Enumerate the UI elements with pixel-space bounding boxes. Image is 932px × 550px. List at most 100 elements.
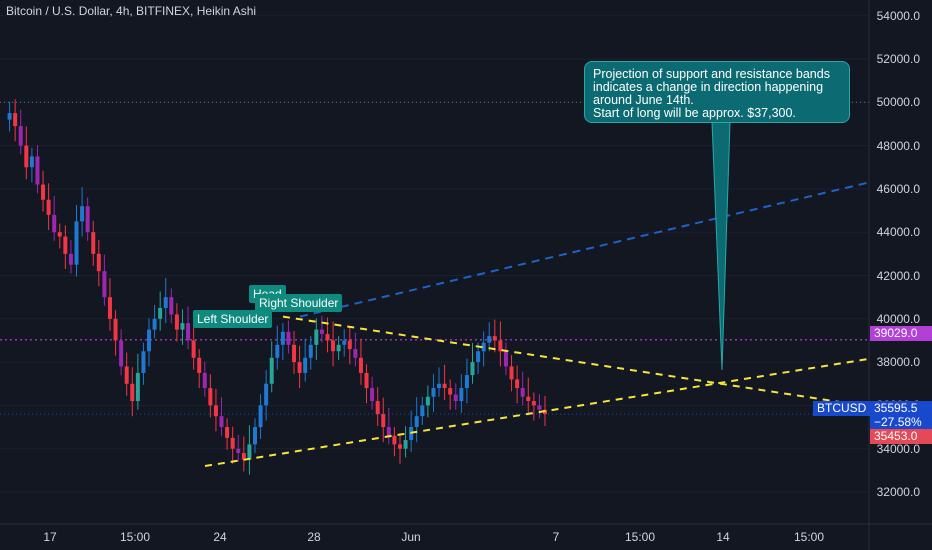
low-price-tag: 35453.0 xyxy=(870,429,932,444)
price-tick-label: 50000.0 xyxy=(876,95,920,110)
candle-body xyxy=(425,396,430,406)
candle-body xyxy=(414,416,419,428)
candle-body xyxy=(247,444,252,460)
candle-body xyxy=(68,253,73,265)
candle-body xyxy=(269,357,274,384)
candle-body xyxy=(370,388,375,402)
candle-body xyxy=(119,340,124,367)
price-tick-label: 34000.0 xyxy=(876,441,920,456)
candle-body xyxy=(74,221,79,265)
projection-callout: Projection of support and resistance ban… xyxy=(584,61,850,123)
candle-body xyxy=(448,388,453,395)
candle-body xyxy=(286,331,291,345)
time-tick-label: 14 xyxy=(716,530,730,544)
price-tick-label: 44000.0 xyxy=(876,225,920,240)
candle-body xyxy=(130,383,135,402)
resistance-line xyxy=(282,315,870,408)
price-tick-label: 40000.0 xyxy=(876,311,920,326)
candle-body xyxy=(364,372,369,389)
price-tick-label: 46000.0 xyxy=(876,181,920,196)
candle-body xyxy=(375,401,380,415)
horizontal-levels xyxy=(0,101,869,415)
right-shoulder-label: Right Shoulder xyxy=(255,294,343,312)
candle-body xyxy=(386,427,391,436)
candle-body xyxy=(158,307,163,319)
candle-body xyxy=(258,405,263,428)
change-tag: −27.58% xyxy=(870,415,932,430)
level-price-tag: 39029.0 xyxy=(870,326,932,341)
last-price-tag: 35595.5 xyxy=(870,401,932,416)
candle-body xyxy=(403,440,408,449)
candle-body xyxy=(470,362,475,376)
candle-body xyxy=(297,362,302,373)
price-tick-label: 54000.0 xyxy=(876,8,920,23)
candle-body xyxy=(225,427,230,438)
price-tick-label: 52000.0 xyxy=(876,52,920,66)
trend-lines xyxy=(204,181,870,468)
candle-body xyxy=(29,156,34,168)
candle-body xyxy=(252,427,257,445)
support-line xyxy=(204,357,870,468)
candle-body xyxy=(431,388,436,397)
projection-line xyxy=(299,181,870,318)
candle-body xyxy=(392,435,397,445)
candle-body xyxy=(264,383,269,406)
candle-body xyxy=(353,349,358,358)
candle-body xyxy=(526,396,531,402)
candle-body xyxy=(208,388,213,406)
candle-body xyxy=(476,351,481,363)
candle-body xyxy=(275,344,280,358)
time-tick-label: 24 xyxy=(213,530,227,544)
candle-body xyxy=(35,156,40,185)
symbol-tag: BTCUSD xyxy=(813,401,871,416)
candle-body xyxy=(96,253,101,272)
price-tick-label: 48000.0 xyxy=(876,138,920,153)
candle-body xyxy=(515,379,520,389)
candle-body xyxy=(531,401,536,406)
candle-body xyxy=(487,336,492,343)
candle-body xyxy=(319,329,324,334)
price-tick-label: 42000.0 xyxy=(876,268,920,283)
candle-body xyxy=(503,351,508,367)
candles xyxy=(7,99,547,475)
candle-body xyxy=(135,372,140,402)
candle-body xyxy=(52,214,57,233)
candle-body xyxy=(169,297,174,315)
candle-body xyxy=(347,340,352,350)
price-tick-label: 32000.0 xyxy=(876,485,920,499)
candle-body xyxy=(292,344,297,363)
candle-body xyxy=(197,357,202,373)
candle-body xyxy=(41,184,46,200)
left-shoulder-label: Left Shoulder xyxy=(193,310,273,328)
candle-body xyxy=(336,344,341,352)
candle-body xyxy=(481,342,486,352)
candle-body xyxy=(303,357,308,373)
candle-body xyxy=(18,126,23,146)
candle-body xyxy=(63,236,68,254)
chart-title: Bitcoin / U.S. Dollar, 4h, BITFINEX, Hei… xyxy=(6,4,257,18)
candle-body xyxy=(325,333,330,341)
candle-body xyxy=(13,113,18,127)
candle-body xyxy=(453,394,458,402)
candle-body xyxy=(241,453,246,460)
candle-body xyxy=(174,314,179,330)
callout-pointer xyxy=(711,121,731,371)
candle-body xyxy=(113,318,118,341)
candle-body xyxy=(520,388,525,397)
candle-body xyxy=(509,366,514,380)
candle-body xyxy=(85,206,90,233)
candle-body xyxy=(420,405,425,417)
time-tick-label: 17 xyxy=(43,530,57,544)
time-tick-label: 7 xyxy=(552,530,560,544)
candle-body xyxy=(442,383,447,389)
callout-line-3: around June 14th. xyxy=(593,93,694,107)
candle-body xyxy=(46,199,51,215)
candle-body xyxy=(331,340,336,352)
callout-line-1: Projection of support and resistance ban… xyxy=(593,67,830,81)
candle-body xyxy=(57,232,62,237)
candle-body xyxy=(107,297,112,319)
candle-body xyxy=(80,206,85,222)
candle-body xyxy=(219,416,224,428)
candle-body xyxy=(180,323,185,330)
candle-body xyxy=(537,405,542,410)
